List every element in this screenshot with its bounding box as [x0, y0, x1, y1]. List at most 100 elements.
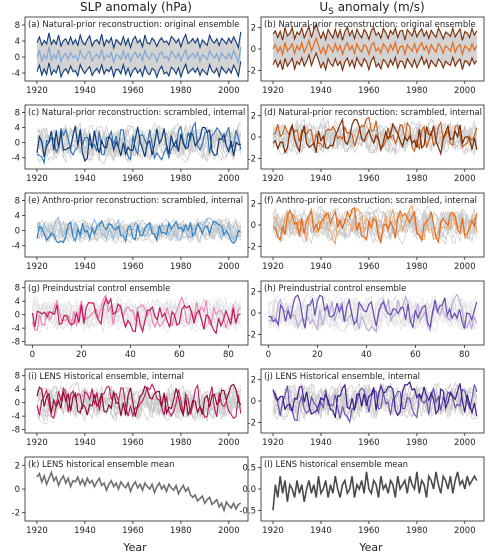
panel-c: (c) Natural-prior reconstruction: scramb… [12, 104, 249, 184]
x-tick-label: 1980 [170, 438, 192, 448]
y-tick-label: 0.5 [242, 464, 256, 474]
y-tick-label: 2 [251, 24, 256, 34]
panel-title: (d) Natural-prior reconstruction: scramb… [264, 107, 482, 117]
x-tick-label: 0 [30, 350, 35, 360]
upper-bound-line [272, 23, 478, 42]
panel-title: (f) Anthro-prior reconstruction: scrambl… [264, 195, 477, 205]
axes-frame [24, 280, 249, 346]
lower-bound-line [36, 61, 242, 79]
x-tick-label: 1920 [262, 262, 284, 272]
ensemble-mean-line [272, 36, 478, 57]
y-tick-label: 0 [251, 133, 256, 143]
y-tick-label: -2 [248, 330, 256, 340]
panel-f: (f) Anthro-prior reconstruction: scrambl… [248, 192, 485, 272]
x-tick-label: 1920 [262, 174, 284, 184]
y-tick-label: 8 [15, 284, 20, 294]
y-tick-label: 0 [15, 227, 20, 237]
x-tick-label: 1920 [26, 438, 48, 448]
highlight-series-1 [36, 126, 241, 163]
y-tick-label: 2 [251, 376, 256, 386]
x-tick-label: 60 [174, 350, 185, 360]
y-tick-label: 0 [15, 485, 20, 495]
x-tick-label: 1940 [310, 174, 332, 184]
y-tick-label: 0 [15, 139, 20, 149]
y-tick-label: 8 [15, 197, 20, 207]
panels: (a) Natural-prior reconstruction: origin… [12, 16, 485, 536]
y-tick-label: 0 [15, 53, 20, 63]
member-line [36, 382, 242, 420]
highlight-series-2 [36, 382, 242, 420]
x-tick-label: 1940 [74, 526, 96, 536]
member-line [272, 209, 477, 241]
x-tick-label: 1920 [26, 174, 48, 184]
axes-frame [24, 16, 249, 82]
right-title-main: U [319, 0, 328, 14]
plot-area [36, 382, 242, 425]
member-line [36, 218, 242, 244]
y-tick-label: 0 [251, 309, 256, 319]
x-tick-label: 1980 [170, 526, 192, 536]
upper-bound-line [36, 31, 242, 51]
x-tick-label: 0 [266, 350, 271, 360]
member-line [36, 383, 242, 422]
x-tick-label: 20 [76, 350, 87, 360]
x-tick-label: 1960 [122, 86, 144, 96]
x-tick-label: 1980 [406, 86, 428, 96]
panel-title: (a) Natural-prior reconstruction: origin… [28, 19, 239, 29]
y-tick-label: -8 [12, 426, 20, 436]
x-tick-label: 1960 [358, 262, 380, 272]
highlight-series-1 [36, 383, 242, 418]
axes-frame [24, 192, 249, 258]
y-tick-label: 8 [15, 21, 20, 31]
panel-title: (i) LENS Historical ensemble, internal [28, 371, 184, 381]
x-tick-label: 1960 [358, 86, 380, 96]
x-tick-label: 1980 [406, 174, 428, 184]
highlight-series-1 [31, 296, 241, 335]
x-tick-label: 2000 [454, 262, 476, 272]
x-tick-label: 2000 [218, 526, 240, 536]
highlight-series-1 [268, 294, 478, 330]
y-tick-label: 2 [251, 200, 256, 210]
member-line [268, 295, 477, 331]
plot-area [31, 293, 242, 335]
x-tick-label: 60 [410, 350, 421, 360]
y-tick-label: 4 [15, 212, 20, 222]
y-tick-label: -2 [248, 66, 256, 76]
y-tick-label: -4 [12, 324, 20, 334]
x-tick-label: 1920 [26, 262, 48, 272]
x-tick-label: 2000 [454, 526, 476, 536]
y-tick-label: 4 [15, 37, 20, 47]
mean-line [36, 469, 242, 513]
x-tick-label: 1980 [170, 262, 192, 272]
plot-area [272, 380, 478, 424]
x-tick-label: 1980 [170, 174, 192, 184]
x-tick-label: 2000 [218, 174, 240, 184]
plot-area [36, 469, 242, 513]
y-tick-label: 4 [15, 385, 20, 395]
x-tick-label: 1920 [262, 526, 284, 536]
highlight-series-2 [272, 204, 478, 246]
panel-title: (l) LENS historical ensemble mean [264, 459, 408, 469]
y-tick-label: -4 [12, 242, 20, 252]
x-tick-label: 2000 [454, 86, 476, 96]
y-tick-label: 2 [251, 112, 256, 122]
panel-title: (j) LENS Historical ensemble, internal [264, 371, 420, 381]
mean-line [272, 471, 478, 511]
x-tick-label: 1940 [310, 262, 332, 272]
right-x-axis-label: Year [358, 541, 383, 554]
y-tick-label: 0 [251, 221, 256, 231]
x-tick-label: 40 [361, 350, 372, 360]
y-tick-label: 0 [15, 399, 20, 409]
x-tick-label: 1940 [74, 86, 96, 96]
x-tick-label: 2000 [454, 174, 476, 184]
x-tick-label: 2000 [218, 438, 240, 448]
panel-title: (e) Anthro-prior reconstruction: scrambl… [28, 195, 243, 205]
x-tick-label: 1940 [310, 526, 332, 536]
panel-title: (c) Natural-prior reconstruction: scramb… [28, 107, 245, 117]
x-tick-label: 1960 [122, 174, 144, 184]
x-tick-label: 1920 [262, 86, 284, 96]
y-tick-label: -2 [248, 418, 256, 428]
x-tick-label: 40 [125, 350, 136, 360]
y-tick-label: 8 [15, 372, 20, 382]
